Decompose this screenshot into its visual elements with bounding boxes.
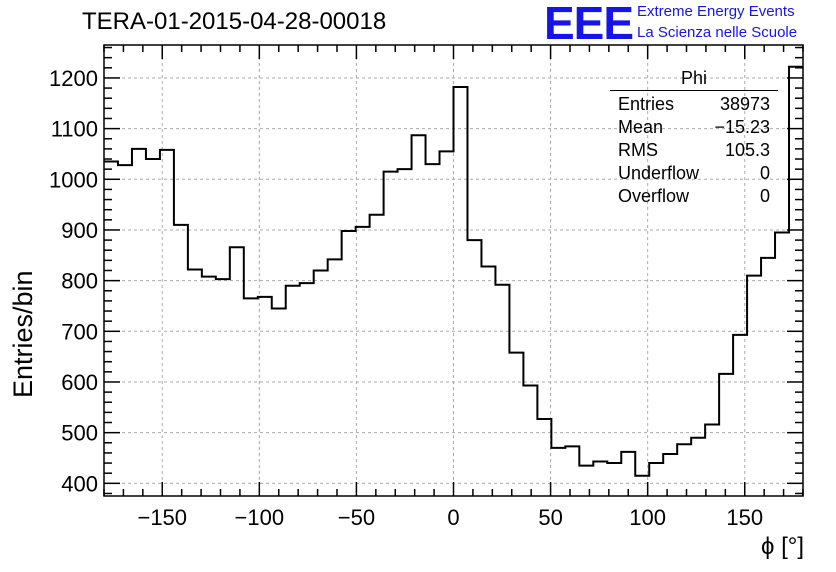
y-tick-label: 900 bbox=[61, 218, 98, 243]
stats-label: Mean bbox=[618, 117, 664, 137]
stats-value: 0 bbox=[759, 163, 770, 183]
org-name-line1: Extreme Energy Events bbox=[637, 3, 795, 20]
y-tick-label: 600 bbox=[61, 370, 98, 395]
y-tick-label: 1100 bbox=[51, 117, 98, 142]
grid-lines bbox=[104, 45, 803, 496]
stats-row-underflow: Underflow 0 bbox=[610, 162, 778, 185]
plot-frame bbox=[103, 44, 804, 497]
histogram-series bbox=[104, 65, 803, 477]
tick-labels: −150 −100 −50 0 50 100 150 400 500 600 700 800 900 10… bbox=[49, 66, 763, 530]
stats-label: RMS bbox=[618, 140, 658, 160]
chart-title: TERA-01-2015-04-28-00018 bbox=[82, 8, 387, 35]
x-tick-label: −50 bbox=[338, 505, 375, 530]
stats-row-overflow: Overflow 0 bbox=[610, 185, 778, 208]
stats-label: Overflow bbox=[618, 186, 690, 206]
x-tick-label: −150 bbox=[137, 505, 187, 530]
axis-ticks bbox=[103, 45, 804, 496]
stats-row-entries: Entries 38973 bbox=[610, 93, 778, 116]
y-tick-label: 1200 bbox=[49, 66, 98, 91]
x-axis-label: ϕ [°] bbox=[760, 533, 804, 560]
y-tick-label: 700 bbox=[61, 319, 98, 344]
x-tick-label: 0 bbox=[447, 505, 459, 530]
stats-row-mean: Mean −15.23 bbox=[610, 116, 778, 139]
stats-value: 105.3 bbox=[724, 140, 770, 160]
x-tick-label: 50 bbox=[538, 505, 562, 530]
stats-label: Underflow bbox=[618, 163, 700, 183]
y-tick-label: 400 bbox=[61, 471, 98, 496]
stats-value: 0 bbox=[759, 186, 770, 206]
y-tick-label: 800 bbox=[61, 269, 98, 294]
stats-box: Phi Entries 38973 Mean −15.23 RMS 105.3 … bbox=[610, 68, 778, 208]
stats-label: Entries bbox=[618, 94, 675, 114]
y-tick-label: 500 bbox=[61, 421, 98, 446]
x-tick-label: 150 bbox=[726, 505, 763, 530]
eee-logo: EEE bbox=[544, 0, 634, 49]
stats-value: 38973 bbox=[719, 94, 770, 114]
x-tick-label: −100 bbox=[235, 505, 285, 530]
y-axis-label: Entries/bin bbox=[8, 270, 38, 398]
org-name-line2: La Scienza nelle Scuole bbox=[637, 24, 798, 41]
stats-value: −15.23 bbox=[714, 117, 770, 137]
y-tick-label: 1000 bbox=[49, 167, 98, 192]
stats-row-rms: RMS 105.3 bbox=[610, 139, 778, 162]
stats-title: Phi bbox=[610, 68, 778, 91]
x-tick-label: 100 bbox=[629, 505, 666, 530]
